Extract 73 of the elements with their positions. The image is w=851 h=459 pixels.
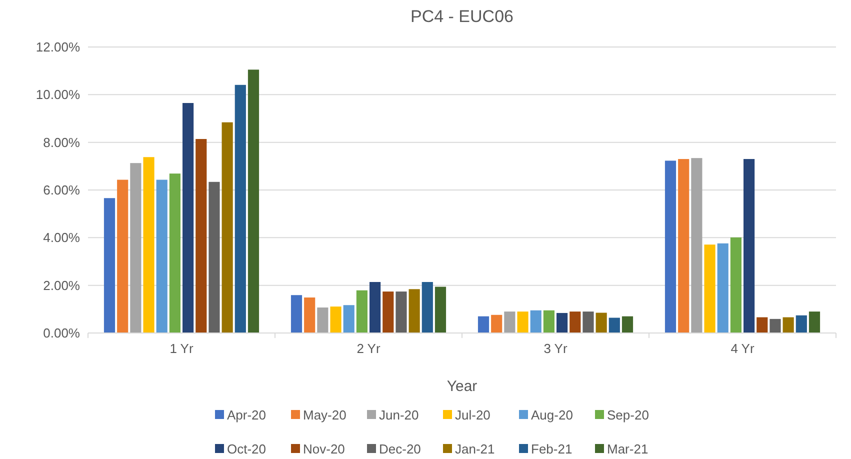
bar xyxy=(770,318,781,333)
bar xyxy=(130,163,142,333)
bar xyxy=(622,316,634,333)
bar xyxy=(730,237,742,333)
bar xyxy=(717,243,728,333)
legend-label: Aug-20 xyxy=(531,408,573,423)
bar xyxy=(422,282,433,333)
legend-label: Jan-21 xyxy=(455,442,495,457)
bar xyxy=(678,159,690,333)
legend-label: Nov-20 xyxy=(303,442,345,457)
bar xyxy=(543,310,554,333)
bar xyxy=(169,174,180,333)
legend-label: Mar-21 xyxy=(607,442,648,457)
legend-label: Oct-20 xyxy=(227,442,266,457)
y-tick-label: 10.00% xyxy=(36,87,80,102)
legend-label: Feb-21 xyxy=(531,442,572,457)
y-tick-label: 4.00% xyxy=(43,230,80,246)
bar xyxy=(408,289,420,333)
legend-label: Apr-20 xyxy=(227,408,266,423)
legend-label: Jul-20 xyxy=(455,408,490,423)
bar xyxy=(491,314,502,333)
bar xyxy=(808,312,820,333)
x-tick-label: 3 Yr xyxy=(544,341,568,356)
bar xyxy=(356,290,368,333)
x-tick-label: 4 Yr xyxy=(730,341,755,356)
bar xyxy=(744,159,755,333)
bar xyxy=(304,297,316,333)
bar xyxy=(156,180,168,333)
bar xyxy=(317,308,328,333)
bar xyxy=(330,306,342,333)
bar xyxy=(248,70,260,333)
bar xyxy=(234,84,246,333)
bar xyxy=(664,160,676,333)
y-tick-label: 2.00% xyxy=(43,278,80,293)
bar xyxy=(222,122,233,333)
bar xyxy=(556,312,568,333)
y-tick-label: 0.00% xyxy=(43,326,80,341)
bar xyxy=(608,318,620,333)
x-tick-label: 2 Yr xyxy=(356,341,381,356)
bar xyxy=(756,317,768,333)
bar xyxy=(370,282,381,333)
y-tick-label: 8.00% xyxy=(43,134,80,150)
legend-label: Dec-20 xyxy=(379,442,421,457)
bar xyxy=(290,295,302,333)
bar xyxy=(596,312,607,333)
bar xyxy=(104,198,116,333)
bar xyxy=(396,292,407,333)
y-tick-label: 6.00% xyxy=(43,182,80,198)
bar xyxy=(782,317,794,333)
bar xyxy=(478,316,490,333)
bar xyxy=(143,157,154,333)
bar xyxy=(517,312,528,333)
bar xyxy=(570,312,581,333)
y-tick-label: 12.00% xyxy=(36,40,80,55)
bar xyxy=(530,310,542,333)
bar xyxy=(434,286,446,333)
bar xyxy=(504,312,516,333)
bar xyxy=(382,292,394,333)
bar xyxy=(691,158,702,333)
bar xyxy=(796,315,807,333)
x-axis-title: Year xyxy=(446,378,478,395)
legend-label: May-20 xyxy=(303,408,346,423)
legend-label: Jun-20 xyxy=(379,408,419,423)
bar xyxy=(704,244,716,333)
chart-title: PC4 - EUC06 xyxy=(410,7,514,26)
bar xyxy=(117,180,128,333)
bar xyxy=(182,103,194,333)
bar xyxy=(196,138,207,333)
legend-label: Sep-20 xyxy=(607,408,649,423)
bar xyxy=(208,182,220,333)
x-tick-label: 1 Yr xyxy=(170,341,194,356)
bar xyxy=(582,312,594,333)
bar xyxy=(343,305,354,333)
